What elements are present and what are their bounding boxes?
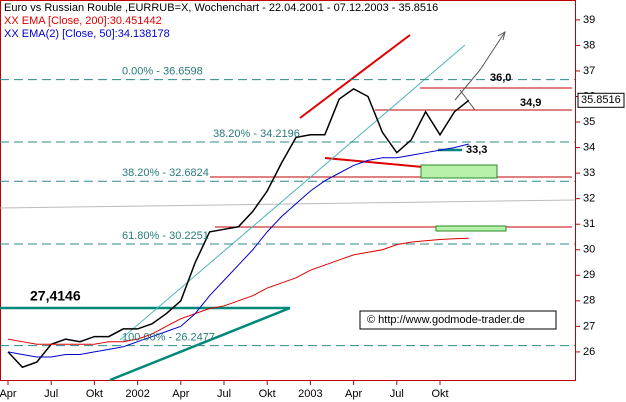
y-tick-label: 38: [583, 39, 595, 51]
ema-line: [7, 143, 469, 358]
target-zone: [420, 164, 498, 179]
x-tick-label: Jul: [390, 388, 404, 400]
legend-entry: XX EMA(2) [Close, 50]:34.138178: [4, 28, 170, 40]
x-tick-label: Okt: [259, 388, 276, 400]
y-tick-label: 29: [583, 269, 595, 281]
x-tick-label: 2002: [125, 388, 149, 400]
level-label: 100.00% - 26.2477: [122, 331, 215, 343]
x-tick-label: Apr: [172, 388, 189, 400]
y-tick-label: 32: [583, 193, 595, 205]
y-tick-label: 33: [583, 167, 595, 179]
projection-arrow: [459, 89, 476, 111]
x-tick-label: Apr: [0, 388, 17, 400]
target-zone: [435, 225, 507, 232]
last-value: 35.8516: [581, 94, 621, 106]
y-tick-label: 28: [583, 295, 595, 307]
projection-arrow: [454, 31, 506, 101]
y-tick-label: 34: [583, 141, 595, 153]
y-tick-label: 27: [583, 320, 595, 332]
y-tick-label: 31: [583, 218, 595, 230]
ema-line: [7, 237, 469, 345]
y-tick-label: 26: [583, 346, 595, 358]
trend-line: [0, 199, 576, 209]
level-label: 0.00% - 36.6598: [122, 66, 203, 78]
x-tick-label: Okt: [431, 388, 448, 400]
trend-line: [109, 306, 291, 382]
trend-line: [119, 44, 466, 341]
level-label: 38.20% - 32.6824: [122, 167, 209, 179]
arrow-head: [497, 30, 506, 41]
x-tick-label: Okt: [86, 388, 103, 400]
annotation: 36,0: [490, 72, 511, 84]
source: © http://www.godmode-trader.de: [367, 314, 525, 326]
source-box: [359, 310, 557, 330]
y-tick-label: 39: [583, 14, 595, 26]
y-tick-label: 37: [583, 65, 595, 77]
trend-line: [299, 34, 411, 119]
x-tick-label: 2003: [298, 388, 322, 400]
x-tick-label: Jul: [44, 388, 58, 400]
annotation: 27,4146: [30, 288, 81, 304]
x-tick-label: Apr: [345, 388, 362, 400]
chart-title: Euro vs Russian Rouble ,EURRUB=X, Wochen…: [4, 2, 438, 14]
y-tick-label: 30: [583, 244, 595, 256]
annotation: 33,3: [466, 144, 487, 156]
last-value-box: [577, 92, 625, 108]
level-label: 38.20% - 34.2196: [213, 128, 300, 140]
price-line: [7, 87, 470, 369]
annotation: 34,9: [520, 97, 541, 109]
y-tick-label: 35: [583, 116, 595, 128]
plot: [0, 79, 575, 369]
legend-entry: XX EMA [Close, 200]:30.451442: [4, 15, 162, 27]
level-label: 61.80% - 30.2251: [122, 230, 209, 242]
x-tick-label: Jul: [217, 388, 231, 400]
